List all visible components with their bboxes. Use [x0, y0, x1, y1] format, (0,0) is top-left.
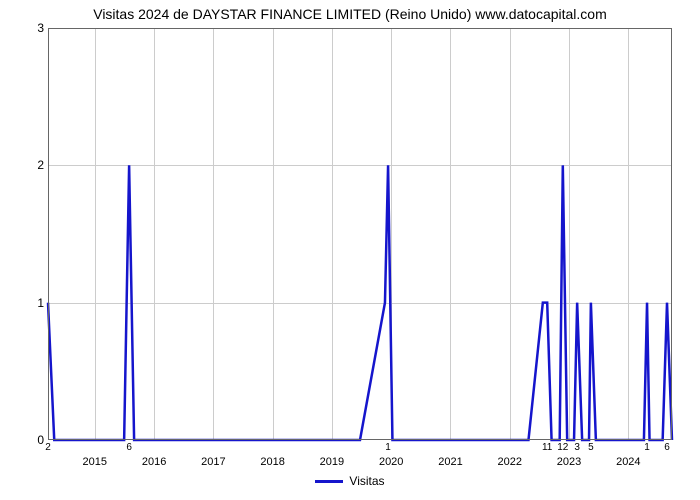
point-label: 6	[126, 442, 132, 453]
x-tick-label: 2019	[320, 456, 344, 468]
point-label: 12	[557, 442, 568, 453]
point-label: 1	[385, 442, 391, 453]
x-tick-label: 2016	[142, 456, 166, 468]
point-label: 11	[542, 442, 552, 453]
point-label: 3	[574, 442, 580, 453]
x-tick-label: 2023	[557, 456, 581, 468]
point-label: 5	[588, 442, 594, 453]
legend-label: Visitas	[349, 474, 384, 488]
y-tick-label: 2	[8, 158, 44, 172]
x-tick-label: 2017	[201, 456, 225, 468]
plot-border	[48, 28, 672, 440]
y-tick-label: 0	[8, 433, 44, 447]
x-tick-label: 2024	[616, 456, 640, 468]
x-tick-label: 2021	[438, 456, 462, 468]
plot-area	[48, 28, 672, 440]
point-label: 1	[644, 442, 650, 453]
x-tick-label: 2020	[379, 456, 403, 468]
y-tick-label: 3	[8, 21, 44, 35]
point-label: 2	[45, 442, 51, 453]
x-tick-label: 2022	[498, 456, 522, 468]
visits-chart: Visitas 2024 de DAYSTAR FINANCE LIMITED …	[0, 0, 700, 500]
legend: Visitas	[0, 474, 700, 488]
legend-swatch	[315, 480, 343, 483]
chart-title: Visitas 2024 de DAYSTAR FINANCE LIMITED …	[0, 6, 700, 22]
y-tick-label: 1	[8, 296, 44, 310]
x-tick-label: 2018	[260, 456, 284, 468]
point-label: 6	[664, 442, 670, 453]
x-tick-label: 2015	[83, 456, 107, 468]
